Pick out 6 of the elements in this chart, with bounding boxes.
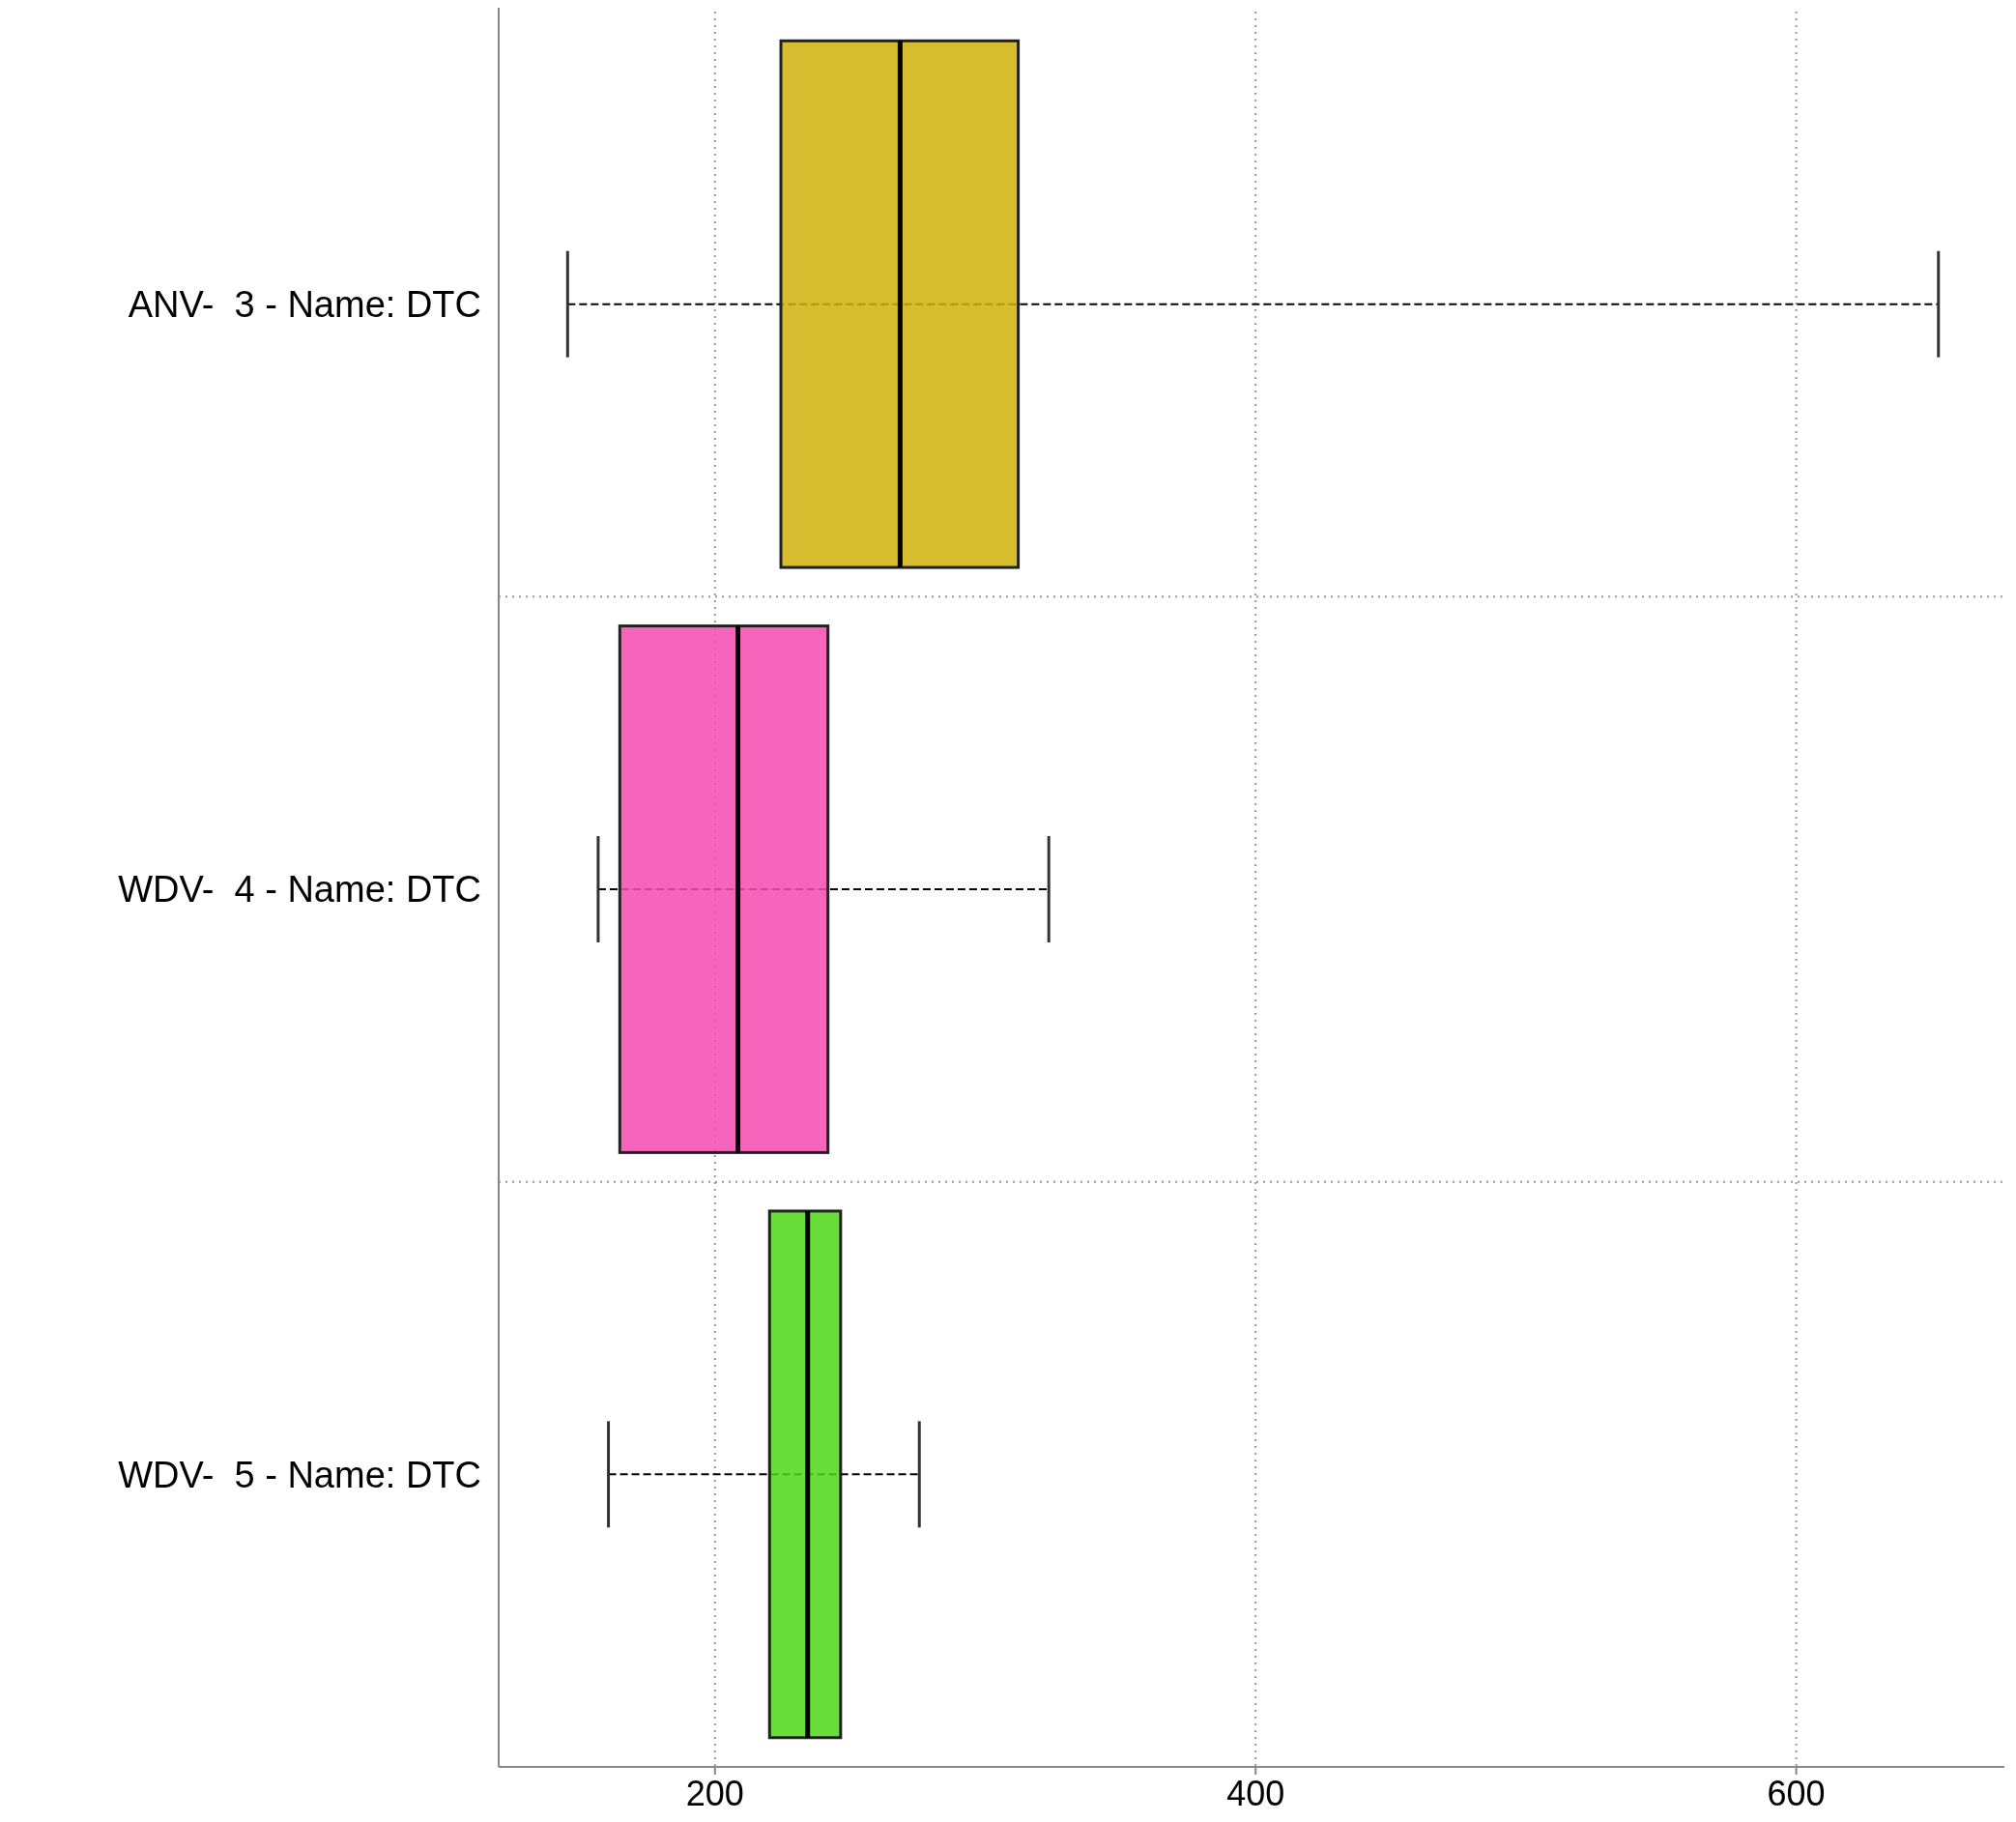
y-tick-label: ANV- 3 - Name: DTC	[128, 283, 481, 325]
y-tick-label: WDV- 5 - Name: DTC	[118, 1454, 481, 1495]
x-tick-label: 400	[1226, 1774, 1285, 1813]
x-tick-label: 600	[1767, 1774, 1826, 1813]
x-tick-label: 200	[685, 1774, 744, 1813]
y-tick-label: WDV- 4 - Name: DTC	[118, 869, 481, 911]
